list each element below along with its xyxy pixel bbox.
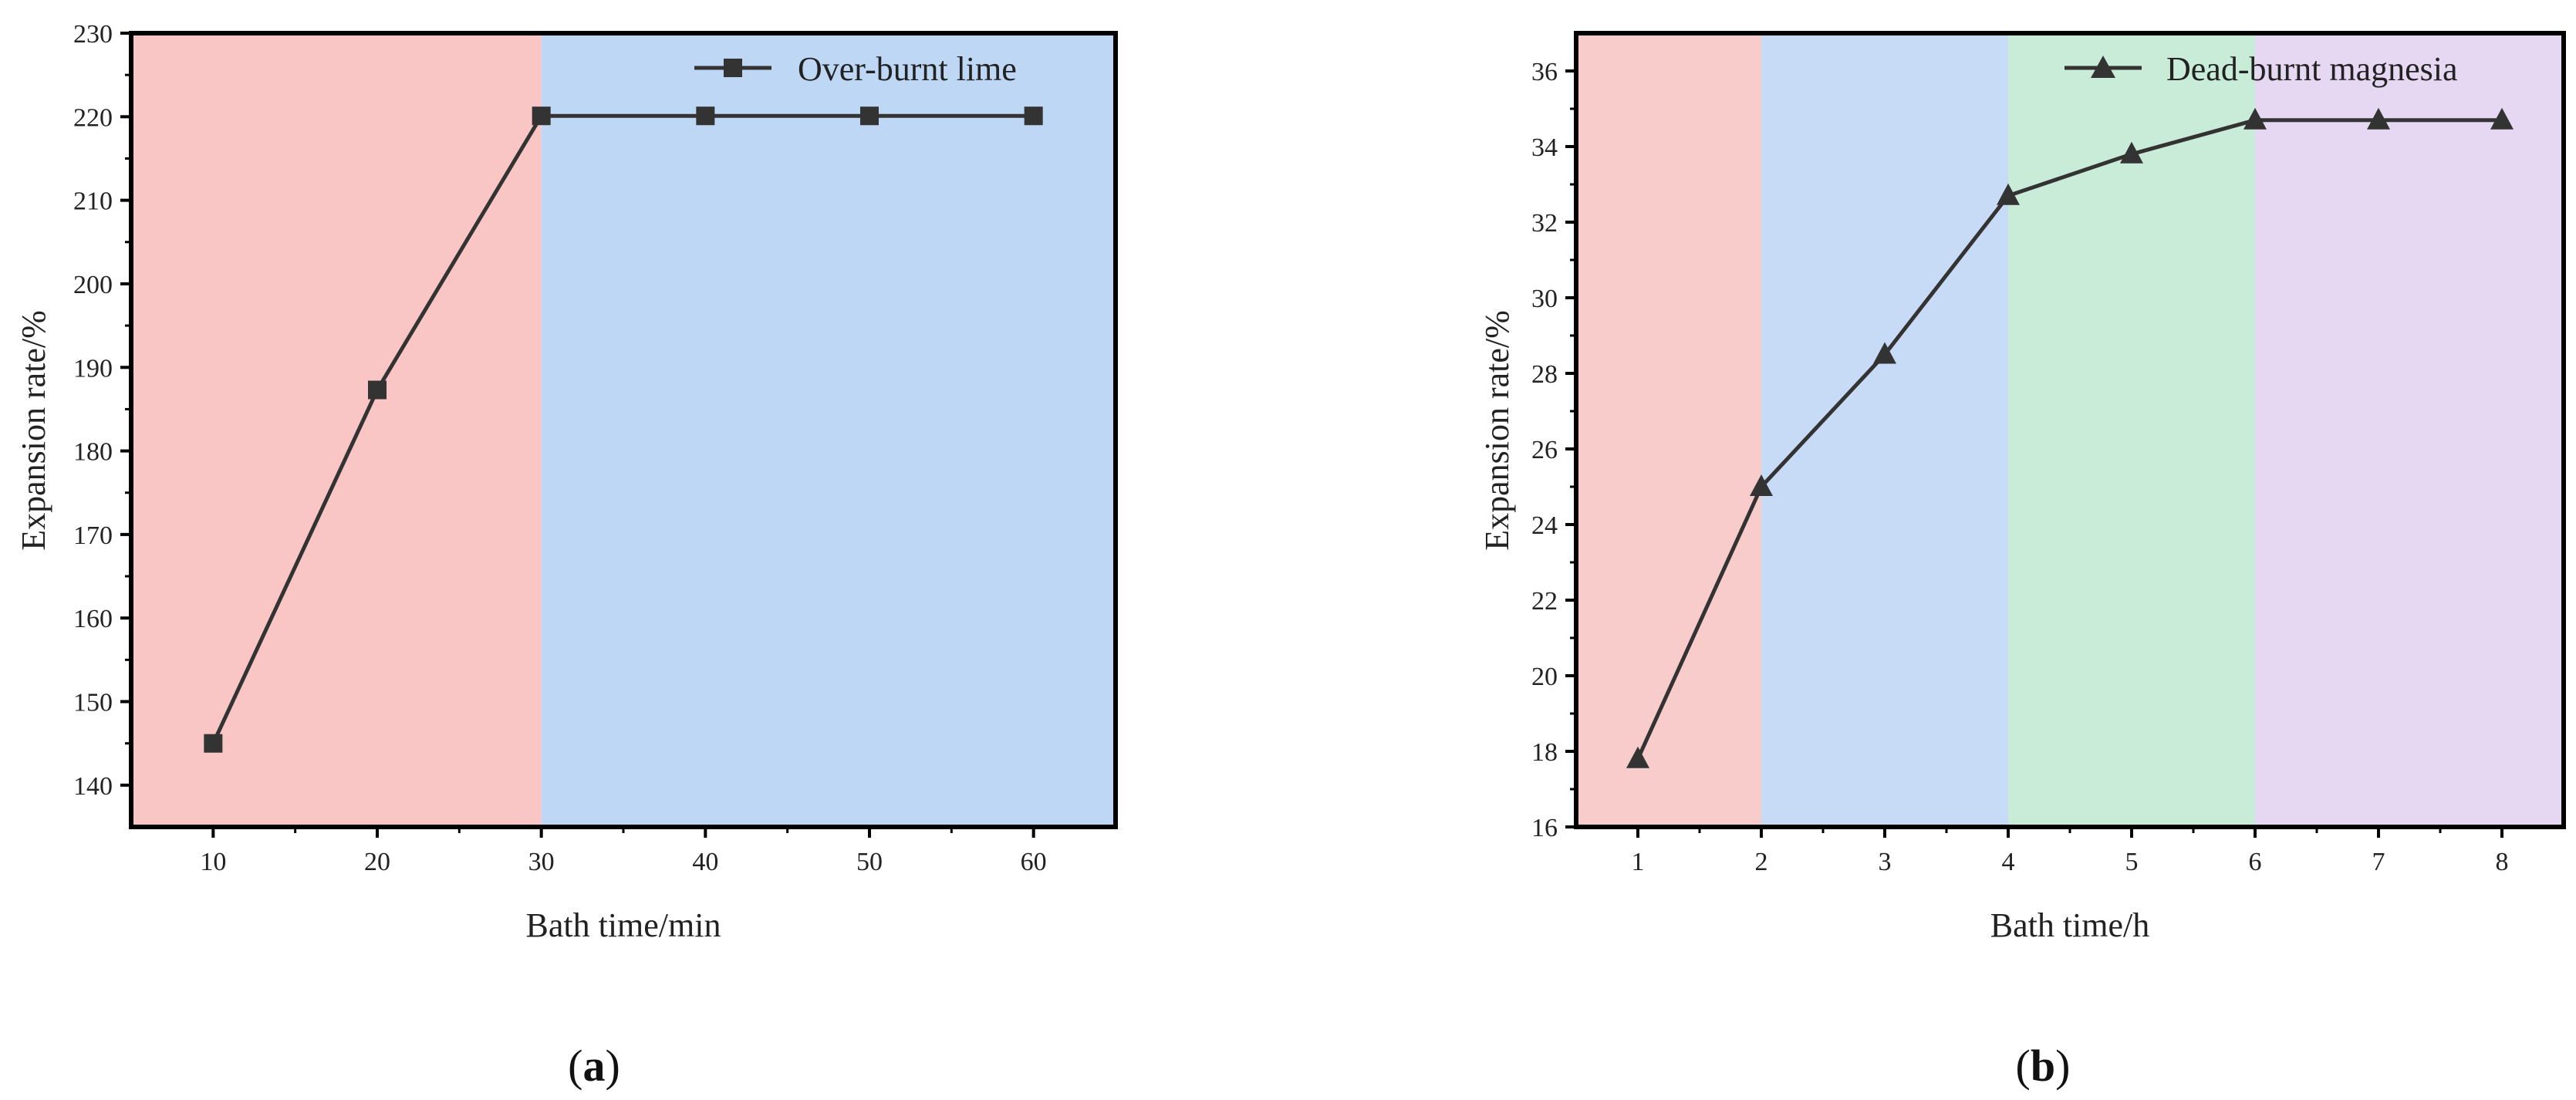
chart-b-x-tick-label: 2 [1755, 848, 1768, 876]
chart-a-data-point [1024, 106, 1043, 126]
chart-b-data-point [1873, 342, 1896, 364]
chart-a-data-point [532, 106, 551, 126]
chart-a-y-tick-label: 200 [73, 271, 113, 299]
chart-a-plot-frame [129, 31, 1118, 829]
chart-b-x-axis-title: Bath time/h [1990, 906, 2150, 944]
chart-a-y-tick-label: 210 [73, 187, 113, 216]
chart-b-caption: (b) [2016, 1041, 2071, 1091]
chart-b-x-tick-label: 7 [2372, 848, 2385, 876]
chart-b-y-tick-label: 34 [1531, 133, 1558, 162]
chart-a-data-point [368, 380, 387, 400]
chart-a-data-point [860, 106, 879, 126]
chart-a-regions [131, 33, 1116, 827]
chart-b-y-tick-label: 16 [1531, 814, 1558, 842]
chart-b-regions [1576, 33, 2564, 827]
chart-b-caption-letter: b [2031, 1041, 2055, 1091]
chart-b-y-axis-title: Expansion rate/% [1478, 310, 1516, 551]
chart-b-x-tick-label: 5 [2125, 848, 2139, 876]
chart-a-series-line [211, 113, 1034, 744]
chart-a-x-tick-label: 30 [528, 848, 555, 876]
chart-b-x-tick-label: 1 [1632, 848, 1645, 876]
chart-b-data-point [2120, 141, 2143, 164]
chart-b-x-tick-label: 3 [1879, 848, 1892, 876]
chart-b-region-band [2008, 33, 2255, 827]
chart-b-x-tick-label: 6 [2249, 848, 2262, 876]
chart-a-y-tick-label: 150 [73, 689, 113, 717]
chart-a-y-tick-label: 140 [73, 772, 113, 801]
chart-b-plot-frame [1574, 31, 2566, 829]
chart-a-y-axis-title: Expansion rate/% [15, 310, 52, 551]
chart-b-legend: Dead-burnt magnesia [2065, 50, 2458, 88]
chart-b-y-tick-label: 30 [1531, 285, 1558, 313]
chart-b-y-tick-label: 24 [1531, 511, 1558, 540]
chart-b-y-tick-label: 36 [1531, 58, 1558, 86]
chart-a-caption-letter: a [583, 1041, 606, 1091]
chart-a-x-tick-label: 20 [364, 848, 390, 876]
chart-a-caption: (a) [568, 1041, 620, 1091]
chart-a-y-tick-label: 160 [73, 605, 113, 633]
chart-b-y-tick-label: 22 [1531, 587, 1558, 616]
chart-b-legend-marker [2091, 56, 2115, 78]
chart-b-region-band [1761, 33, 2008, 827]
chart-b-region-band [1576, 33, 1761, 827]
chart-a-ticks: 140 150 160 170 180 190 200 210 220 230 10 20 30 40 50… [73, 20, 1047, 876]
chart-a-region-band [131, 33, 542, 827]
chart-b-data-point [1626, 746, 1649, 768]
chart-b-y-tick-label: 20 [1531, 663, 1558, 691]
chart-a-region-band [541, 33, 1116, 827]
chart-a-y-tick-label: 170 [73, 521, 113, 550]
chart-b-series [1626, 107, 2514, 768]
chart-b-y-tick-label: 26 [1531, 436, 1558, 464]
chart-b-data-point [2367, 107, 2390, 130]
chart-b-y-tick-label: 32 [1531, 209, 1558, 238]
chart-a-legend-marker [724, 59, 742, 77]
chart-b-series-line [1636, 118, 2502, 760]
chart-b-data-point [1750, 474, 1773, 496]
chart-a-x-tick-label: 10 [200, 848, 226, 876]
chart-a-legend: Over-burnt lime [694, 50, 1017, 88]
chart-b-data-point [2490, 107, 2514, 130]
chart-a-y-tick-label: 180 [73, 438, 113, 467]
chart-a-y-tick-label: 230 [73, 20, 113, 49]
chart-b-x-tick-label: 4 [2002, 848, 2015, 876]
chart-a-data-point [204, 734, 223, 753]
chart-panel-a: 140 150 160 170 180 190 200 210 220 230 10 20 30 40 50… [15, 20, 1118, 1091]
chart-b-data-point [1997, 183, 2020, 205]
chart-b-y-tick-label: 18 [1531, 738, 1558, 767]
chart-a-x-axis-title: Bath time/min [526, 906, 721, 944]
chart-a-x-tick-label: 60 [1021, 848, 1047, 876]
chart-b-data-point [2243, 107, 2267, 130]
chart-a-y-tick-label: 190 [73, 354, 113, 383]
chart-b-y-tick-label: 28 [1531, 360, 1558, 389]
chart-a-series [204, 106, 1043, 753]
chart-a-x-tick-label: 50 [856, 848, 883, 876]
chart-a-x-tick-label: 40 [692, 848, 718, 876]
chart-b-legend-label: Dead-burnt magnesia [2166, 50, 2458, 88]
chart-b-region-band [2255, 33, 2564, 827]
chart-a-data-point [696, 106, 715, 126]
chart-b-x-tick-label: 8 [2496, 848, 2509, 876]
chart-a-y-tick-label: 220 [73, 103, 113, 132]
chart-a-legend-label: Over-burnt lime [798, 50, 1017, 88]
